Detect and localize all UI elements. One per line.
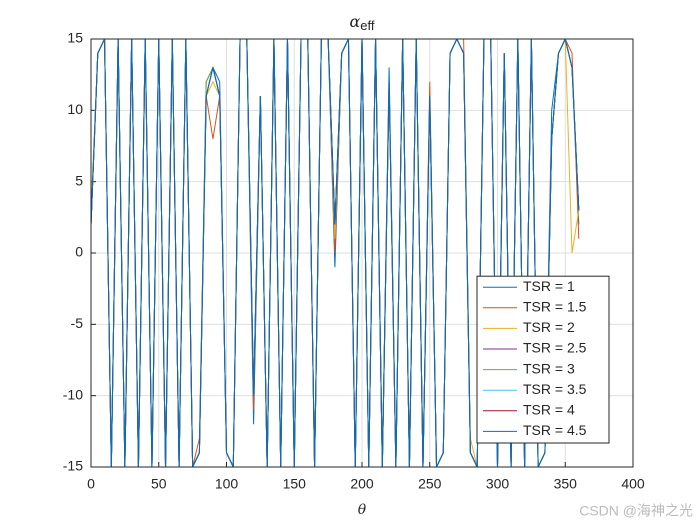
x-tick-label: 250	[418, 476, 442, 492]
series-line	[91, 39, 580, 467]
y-tick-label: 15	[67, 30, 83, 46]
legend-label: TSR = 4.5	[523, 422, 587, 438]
title-symbol: α	[349, 12, 360, 31]
series-line	[91, 39, 580, 467]
y-tick-label: 10	[67, 101, 83, 117]
y-tick-label: -10	[63, 386, 83, 402]
legend: TSR = 1 TSR = 1.5 TSR = 2 TSR = 2.5 TSR = 3 T…	[476, 275, 610, 444]
x-axis-label: θ	[358, 502, 367, 518]
y-tick-label: -15	[63, 458, 83, 474]
title-subscript: eff	[360, 18, 375, 33]
x-tick-label: 350	[554, 476, 578, 492]
x-tick-label: 300	[486, 476, 510, 492]
legend-label: TSR = 2	[523, 319, 575, 335]
legend-label: TSR = 1.5	[523, 299, 587, 315]
chart-title: αeff	[349, 12, 374, 34]
watermark: CSDN @海神之光	[579, 503, 693, 519]
series-line	[91, 39, 580, 467]
legend-box	[476, 275, 610, 444]
y-tick-label: 0	[75, 244, 83, 260]
series-line	[91, 39, 580, 467]
x-tick-label: 50	[151, 476, 167, 492]
plot-frame	[90, 38, 634, 468]
y-tick-label: 5	[75, 172, 83, 188]
legend-label: TSR = 3	[523, 360, 575, 376]
y-tick-label: -5	[71, 315, 84, 331]
plot-lines	[91, 39, 580, 467]
legend-label: TSR = 1	[523, 278, 575, 294]
legend-label: TSR = 4	[523, 402, 575, 418]
x-tick-label: 400	[621, 476, 645, 492]
legend-label: TSR = 3.5	[523, 381, 587, 397]
legend-label: TSR = 2.5	[523, 340, 587, 356]
x-tick-label: 150	[283, 476, 307, 492]
x-tick-label: 200	[350, 476, 374, 492]
x-tick-label: 0	[87, 476, 95, 492]
x-tick-label: 100	[215, 476, 239, 492]
